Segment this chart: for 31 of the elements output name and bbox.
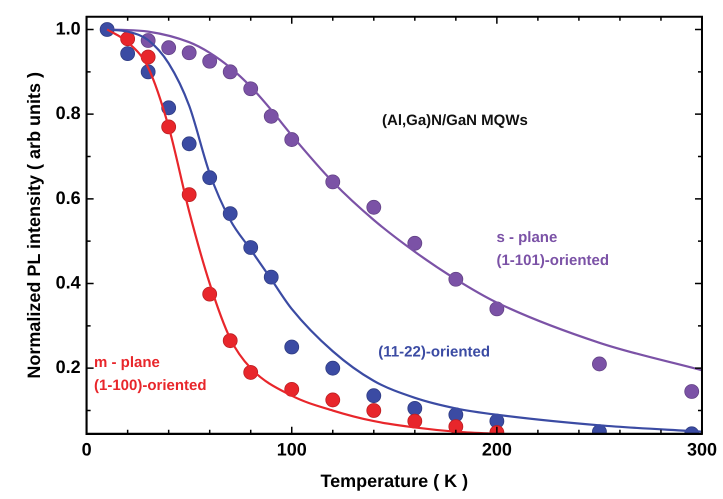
x-tick-label: 200: [482, 440, 512, 460]
x-tick-label: 300: [686, 440, 718, 460]
point: [592, 356, 607, 372]
point: [684, 384, 700, 399]
point: [366, 403, 382, 418]
point: [284, 340, 300, 354]
y-tick-label: 0.2: [56, 357, 81, 378]
text: s - plane (1-101)-oriented: [496, 228, 609, 269]
point: [182, 136, 197, 152]
x-tick-label: 0: [82, 440, 92, 460]
point: [407, 414, 422, 428]
y-tick-label: 0.6: [56, 188, 81, 208]
point: [202, 54, 218, 69]
point: [325, 360, 340, 376]
point: [120, 46, 136, 62]
point: [366, 388, 382, 404]
y-tick-label: 1.0: [56, 18, 81, 38]
series-label: (11-22)-oriented: [378, 344, 490, 361]
x-tick-label: 100: [276, 440, 307, 460]
y-tick-label: 0.8: [56, 103, 81, 124]
series-label: m - plane (1-100)-oriented: [94, 354, 207, 394]
x-axis-title: Temperature ( K ): [320, 471, 468, 492]
y-tick-label: 0.4: [56, 272, 81, 292]
y-axis-title: Normalized PL intensity ( arb units ): [24, 72, 44, 379]
point: [366, 200, 382, 215]
annotation: (Al,Ga)N/GaN MQWs: [382, 112, 528, 130]
point: [325, 392, 340, 408]
point: [407, 236, 422, 251]
point: [407, 401, 422, 416]
point: [182, 45, 197, 60]
point: [161, 40, 176, 56]
